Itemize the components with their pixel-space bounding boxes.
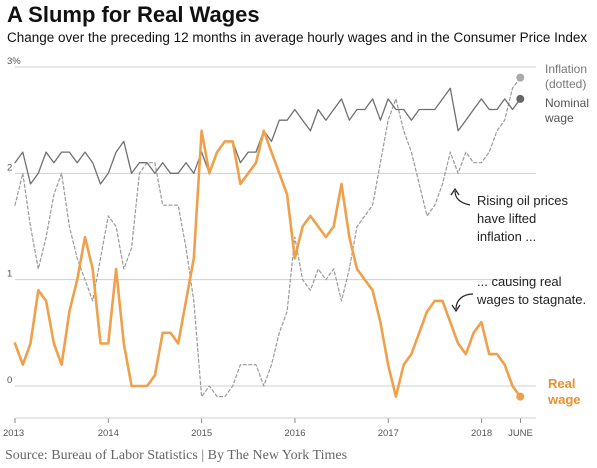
- legend-label-inflation: Inflation: [545, 62, 587, 76]
- grid-layer: [15, 66, 536, 387]
- annotation-arrow-oil: [454, 190, 471, 206]
- annotation-arrowhead-oil: [450, 187, 460, 196]
- chart-subtitle: Change over the preceding 12 months in a…: [7, 30, 588, 45]
- source-note: Source: Bureau of Labor Statistics | By …: [5, 448, 348, 463]
- annotation-oil: have lifted: [477, 211, 536, 226]
- x-tick-label: 2015: [191, 428, 212, 439]
- annotation-oil: inflation ...: [477, 229, 536, 244]
- x-tick-label: 2017: [378, 428, 399, 439]
- annotation-layer: Rising oil prices have lifted inflation ..…: [450, 187, 586, 313]
- annotation-arrowhead-stagnate: [451, 304, 461, 313]
- axis-layer: 0 1 2 3% 2013 2014 2015 2016 2017 2018 JUNE: [3, 56, 536, 439]
- annotation-stagnate: ... causing real: [477, 274, 562, 289]
- series-layer: [13, 73, 525, 401]
- annotation-stagnate: wages to stagnate.: [476, 292, 586, 307]
- x-tick-label: JUNE: [508, 428, 533, 439]
- x-tick-label: 2013: [3, 428, 24, 439]
- legend-label-real: wage: [547, 392, 581, 407]
- x-tick-label: 2016: [284, 428, 305, 439]
- end-dot-inflation: [516, 73, 525, 82]
- legend-label-nominal: Nominal: [545, 96, 589, 110]
- y-tick-label: 1: [7, 269, 12, 280]
- x-tick-label: 2014: [98, 428, 119, 439]
- y-tick-label: 0: [7, 375, 12, 386]
- legend-label-real: Real: [548, 376, 575, 391]
- end-dot-real: [516, 392, 525, 401]
- legend-label-nominal: wage: [544, 111, 574, 125]
- end-dot-nominal: [516, 94, 525, 103]
- x-tick-label: 2018: [471, 428, 492, 439]
- y-tick-label: 2: [7, 162, 12, 173]
- annotation-oil: Rising oil prices: [477, 193, 569, 208]
- annotation-arrow-stagnate: [455, 293, 474, 310]
- series-line-real: [13, 129, 522, 398]
- y-tick-label: 3%: [7, 56, 21, 67]
- series-line-inflation: [14, 77, 521, 398]
- chart-title: A Slump for Real Wages: [7, 2, 260, 27]
- legend-label-inflation: (dotted): [545, 77, 586, 91]
- series-line-nominal: [14, 87, 521, 185]
